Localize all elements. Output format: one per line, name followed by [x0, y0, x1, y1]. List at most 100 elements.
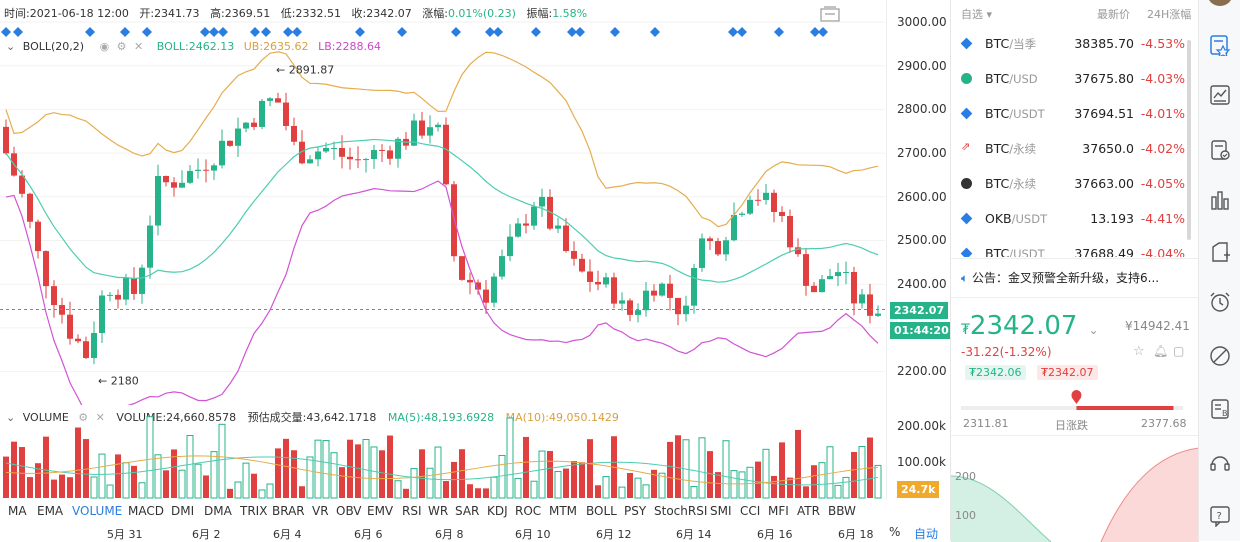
ask-badge[interactable]: ₮2342.07 [1037, 365, 1098, 380]
volume-bar [19, 447, 25, 498]
countdown-tag: 01:44:20 [890, 322, 953, 339]
signal-marker [567, 27, 577, 37]
watchlist-filter[interactable]: 自选 ▾ [961, 6, 992, 22]
signal-marker [200, 27, 210, 37]
volume-bar [27, 477, 33, 498]
chart-icon[interactable] [1209, 84, 1231, 106]
indicator-tab-stochrsi[interactable]: StochRSI [654, 504, 708, 518]
watchlist-row[interactable]: BTC/当季 38385.70 -4.53% [951, 27, 1191, 62]
pair-name: BTC/永续 [985, 141, 1036, 157]
watchlist-row[interactable]: BTC/USDT 37694.51 -4.01% [951, 97, 1191, 132]
screenshot-icon[interactable] [820, 6, 840, 22]
collapse-chevron-icon[interactable]: ⌄ [6, 40, 16, 53]
percent-toggle[interactable]: % [889, 525, 901, 539]
indicator-tab-dma[interactable]: DMA [204, 504, 232, 518]
indicator-tab-ma[interactable]: MA [8, 504, 27, 518]
indicator-tab-mfi[interactable]: MFI [768, 504, 789, 518]
indicator-tab-ema[interactable]: EMA [37, 504, 64, 518]
indicator-tab-dmi[interactable]: DMI [171, 504, 195, 518]
orders-icon[interactable] [1209, 139, 1231, 161]
bell-icon[interactable]: 🔔︎ [1153, 344, 1169, 358]
settings-icon[interactable]: ⚙ [116, 40, 127, 53]
candle-body [843, 271, 849, 273]
chevron-down-icon[interactable]: ⌄ [1088, 323, 1099, 337]
pair-quote: /USDT [1009, 107, 1045, 121]
volume-bar [851, 452, 857, 498]
depth-tick: 200 [955, 470, 976, 483]
indicator-tab-vr[interactable]: VR [312, 504, 329, 518]
bid-badge[interactable]: ₮2342.06 [965, 365, 1026, 380]
volume-bar [203, 475, 209, 498]
settings-icon[interactable]: ⚙ [78, 411, 89, 424]
avatar[interactable] [1207, 0, 1233, 6]
header-change[interactable]: 24H涨幅 [1147, 8, 1192, 21]
volume-bar [251, 473, 257, 498]
auto-toggle[interactable]: 自动 [914, 527, 939, 541]
headset-icon[interactable] [1209, 452, 1231, 474]
watchlist-star-icon[interactable] [1209, 34, 1231, 56]
ohlc-info-bar: 时间:2021-06-18 12:00 开:2341.73 高:2369.51 … [4, 5, 587, 21]
candle-body [291, 125, 297, 142]
collapse-chevron-icon[interactable]: ⌄ [6, 411, 16, 424]
depth-chart-panel[interactable]: 200 100 [951, 435, 1199, 542]
add-window-icon[interactable] [1209, 241, 1231, 263]
ma10-label: MA(10): [505, 411, 549, 424]
indicator-tab-wr[interactable]: WR [428, 504, 449, 518]
indicator-tab-atr[interactable]: ATR [797, 504, 820, 518]
candle-body [363, 159, 369, 161]
watchlist-row[interactable]: BTC/永续 37663.00 -4.05% [951, 167, 1191, 202]
volume-chart[interactable] [0, 405, 885, 500]
indicator-tab-bbw[interactable]: BBW [828, 504, 856, 518]
indicator-tab-smi[interactable]: SMI [710, 504, 732, 518]
volume-bar [98, 453, 106, 499]
watchlist-row[interactable]: OKB/USDT 13.193 -4.41% [951, 202, 1191, 237]
volume-bar [43, 436, 49, 498]
chart-panel[interactable]: 时间:2021-06-18 12:00 开:2341.73 高:2369.51 … [0, 0, 953, 541]
volume-bar [299, 486, 305, 498]
indicator-tab-macd[interactable]: MACD [128, 504, 164, 518]
price-axis[interactable]: 3000.00 2900.00 2800.00 2700.00 2600.00 … [886, 0, 951, 500]
indicator-tab-kdj[interactable]: KDJ [487, 504, 508, 518]
indicator-tab-cci[interactable]: CCI [740, 504, 761, 518]
candle-body [131, 278, 137, 294]
indicator-tab-rsi[interactable]: RSI [402, 504, 422, 518]
indicator-tab-sar[interactable]: SAR [455, 504, 480, 518]
date-tick: 6月 12 [596, 528, 632, 541]
notice-bar[interactable]: 🔈︎ 公告：金叉预警全新升级，支持6... [951, 258, 1199, 298]
eye-icon[interactable]: ◉ [99, 40, 110, 53]
indicator-tab-trix[interactable]: TRIX [240, 504, 268, 518]
candle-body [43, 251, 49, 287]
pair-name: BTC/当季 [985, 36, 1036, 52]
depth-bars-icon[interactable] [1209, 189, 1231, 211]
volume-bar [498, 454, 506, 499]
star-icon[interactable]: ☆ [1133, 344, 1145, 359]
candle-body [507, 236, 513, 257]
boll-lb-value: LB:2288.64 [318, 40, 381, 53]
watchlist-row[interactable]: BTC/USD 37675.80 -4.03% [951, 62, 1191, 97]
watchlist-scrollbar[interactable] [1187, 40, 1191, 240]
watchlist-row[interactable]: ⇗ BTC/永续 37650.0 -4.02% [951, 132, 1191, 167]
book-icon[interactable]: B [1209, 398, 1231, 420]
indicator-tab-brar[interactable]: BRAR [272, 504, 305, 518]
indicator-tab-obv[interactable]: OBV [336, 504, 362, 518]
indicator-tab-emv[interactable]: EMV [367, 504, 394, 518]
boll-legend: ⌄ BOLL(20,2) ◉ ⚙ ✕ BOLL:2462.13 UB:2635.… [6, 40, 381, 53]
close-icon[interactable]: ✕ [134, 40, 144, 53]
candlestick-chart[interactable]: ← 2891.87 ← 2180 [0, 0, 885, 405]
volume-bar [818, 462, 826, 499]
header-price[interactable]: 最新价 [1097, 8, 1130, 21]
alarm-clock-icon[interactable] [1209, 291, 1231, 313]
close-icon[interactable]: ✕ [95, 411, 105, 424]
indicator-tab-mtm[interactable]: MTM [549, 504, 578, 518]
indicator-tab-psy[interactable]: PSY [624, 504, 647, 518]
candle-body [203, 169, 209, 171]
volume-bar [51, 479, 57, 498]
indicator-tab-boll[interactable]: BOLL [586, 504, 617, 518]
drawing-tool-icon[interactable] [1209, 345, 1231, 367]
help-icon[interactable]: ? [1209, 505, 1231, 527]
expand-icon[interactable]: ▢ [1173, 344, 1185, 358]
indicator-tab-roc[interactable]: ROC [515, 504, 542, 518]
indicator-tab-volume[interactable]: VOLUME [72, 504, 123, 518]
watchlist-row[interactable]: BTC/USDT 37688.49 -4.04% [951, 237, 1191, 257]
candle-body [755, 199, 761, 201]
